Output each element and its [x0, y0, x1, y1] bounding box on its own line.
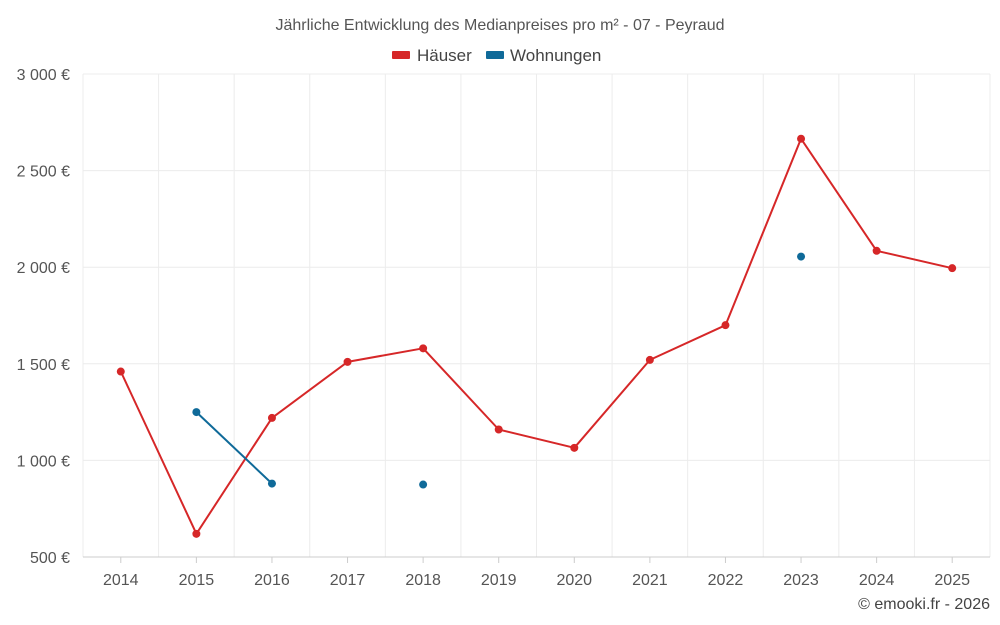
data-point-haeuser-2020: [570, 443, 579, 452]
x-tick-label: 2021: [632, 572, 668, 589]
legend-item-haeuser[interactable]: Häuser: [392, 46, 472, 65]
x-tick-label: 2022: [708, 572, 744, 589]
data-point-wohnungen-2018: [419, 480, 428, 489]
series-layer: [116, 134, 957, 538]
data-point-wohnungen-2015: [192, 408, 201, 417]
legend-label-wohnungen: Wohnungen: [510, 46, 601, 65]
chart-title: Jährliche Entwicklung des Medianpreises …: [275, 17, 724, 34]
data-point-haeuser-2023: [797, 134, 806, 143]
y-tick-label: 1 000 €: [17, 453, 70, 470]
y-tick-label: 2 500 €: [17, 164, 70, 181]
legend: Häuser Wohnungen: [392, 46, 601, 65]
data-point-wohnungen-2023: [797, 252, 806, 261]
data-point-haeuser-2017: [343, 357, 352, 366]
legend-label-haeuser: Häuser: [417, 46, 472, 65]
data-point-haeuser-2016: [267, 413, 276, 422]
grid-layer: [82, 73, 991, 557]
data-point-wohnungen-2016: [267, 479, 276, 488]
x-tick-label: 2016: [254, 572, 290, 589]
series-line-haeuser: [119, 137, 953, 535]
y-tick-label: 500 €: [30, 550, 70, 567]
x-tick-label: 2020: [556, 572, 592, 589]
x-tick-label: 2025: [934, 572, 970, 589]
x-tick-label: 2014: [103, 572, 139, 589]
data-point-haeuser-2018: [419, 344, 428, 353]
series-line-wohnungen: [195, 411, 273, 485]
x-tick-label: 2015: [179, 572, 215, 589]
x-tick-label: 2019: [481, 572, 517, 589]
x-tick-label: 2023: [783, 572, 819, 589]
data-point-haeuser-2019: [494, 425, 503, 434]
data-point-haeuser-2024: [872, 246, 881, 255]
data-point-haeuser-2015: [192, 529, 201, 538]
data-point-haeuser-2014: [116, 367, 125, 376]
x-tick-label: 2024: [859, 572, 895, 589]
y-tick-label: 3 000 €: [17, 67, 70, 84]
data-point-haeuser-2025: [948, 264, 957, 273]
legend-item-wohnungen[interactable]: Wohnungen: [486, 46, 601, 65]
legend-swatch-haeuser: [392, 51, 410, 59]
y-tick-label: 2 000 €: [17, 260, 70, 277]
legend-swatch-wohnungen: [486, 51, 504, 59]
credit-text: © emooki.fr - 2026: [858, 596, 990, 613]
axis-layer: 500 € 1 000 € 1 500 € 2 000 € 2 500 € 3 000 €…: [17, 67, 990, 589]
x-tick-label: 2017: [330, 572, 366, 589]
data-point-haeuser-2022: [721, 321, 730, 330]
data-point-haeuser-2021: [645, 355, 654, 364]
x-tick-label: 2018: [405, 572, 441, 589]
y-tick-label: 1 500 €: [17, 357, 70, 374]
